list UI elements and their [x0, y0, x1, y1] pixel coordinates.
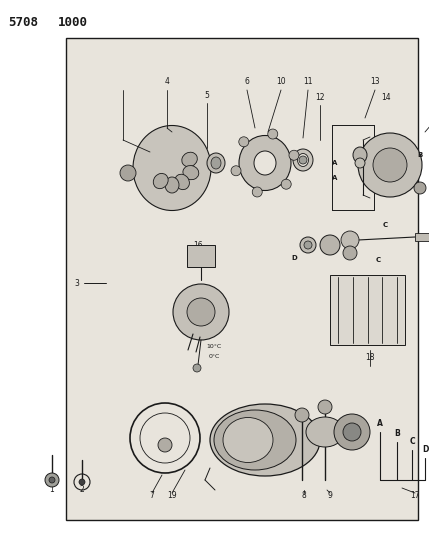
Text: 13: 13: [370, 77, 380, 86]
Text: A: A: [332, 160, 338, 166]
Ellipse shape: [211, 157, 221, 169]
Text: 5: 5: [205, 91, 209, 100]
Ellipse shape: [223, 417, 273, 463]
Ellipse shape: [133, 125, 211, 211]
Ellipse shape: [207, 153, 225, 173]
Circle shape: [341, 231, 359, 249]
Text: 18: 18: [365, 353, 375, 362]
Bar: [187, 245, 215, 267]
Text: 1: 1: [50, 486, 54, 495]
Circle shape: [231, 166, 241, 176]
Text: 9: 9: [328, 490, 332, 499]
Circle shape: [252, 187, 262, 197]
Text: B: B: [394, 430, 400, 439]
Text: 4: 4: [165, 77, 169, 86]
Text: C: C: [409, 438, 415, 447]
Text: 2: 2: [80, 486, 85, 495]
Ellipse shape: [183, 166, 199, 180]
Circle shape: [289, 150, 299, 160]
Text: 10°C: 10°C: [206, 343, 222, 349]
Text: 6: 6: [245, 77, 249, 86]
Text: 3: 3: [75, 279, 79, 287]
Circle shape: [334, 414, 370, 450]
Ellipse shape: [210, 404, 320, 476]
Circle shape: [358, 133, 422, 197]
Circle shape: [187, 298, 215, 326]
Circle shape: [79, 479, 85, 485]
Text: 5708: 5708: [8, 16, 38, 29]
Circle shape: [281, 179, 291, 189]
Text: 19: 19: [167, 490, 177, 499]
Text: D: D: [422, 446, 428, 455]
Circle shape: [239, 137, 249, 147]
Text: C: C: [375, 257, 381, 263]
Ellipse shape: [293, 149, 313, 171]
Circle shape: [343, 423, 361, 441]
Text: 11: 11: [303, 77, 313, 86]
Text: 8: 8: [302, 490, 306, 499]
Text: 10: 10: [276, 77, 286, 86]
Ellipse shape: [175, 174, 190, 190]
Circle shape: [304, 241, 312, 249]
Ellipse shape: [239, 135, 291, 190]
Circle shape: [300, 237, 316, 253]
Bar: [415, 233, 429, 241]
Circle shape: [45, 473, 59, 487]
Ellipse shape: [297, 154, 308, 166]
Text: 14: 14: [381, 93, 391, 102]
Text: C: C: [382, 222, 387, 228]
Circle shape: [295, 408, 309, 422]
Text: 0°C: 0°C: [208, 354, 220, 359]
Text: 16: 16: [193, 241, 203, 251]
Text: B: B: [417, 152, 423, 158]
Circle shape: [173, 284, 229, 340]
Text: A: A: [332, 175, 338, 181]
Circle shape: [268, 129, 278, 139]
Text: 1000: 1000: [58, 16, 88, 29]
Ellipse shape: [165, 177, 179, 193]
Circle shape: [193, 364, 201, 372]
Text: 7: 7: [150, 490, 154, 499]
Circle shape: [343, 246, 357, 260]
Circle shape: [320, 235, 340, 255]
Ellipse shape: [182, 152, 197, 167]
Ellipse shape: [214, 410, 296, 470]
Text: 12: 12: [315, 93, 325, 101]
Bar: [330, 275, 405, 345]
Circle shape: [318, 400, 332, 414]
Ellipse shape: [353, 147, 367, 163]
Ellipse shape: [306, 417, 344, 447]
Circle shape: [49, 477, 55, 483]
Ellipse shape: [254, 151, 276, 175]
Text: D: D: [291, 255, 297, 261]
Bar: [66, 38, 418, 520]
Ellipse shape: [355, 158, 365, 168]
Circle shape: [120, 165, 136, 181]
Circle shape: [299, 156, 307, 164]
Text: 17: 17: [410, 490, 420, 499]
Ellipse shape: [153, 173, 168, 189]
Text: A: A: [377, 419, 383, 429]
Circle shape: [414, 182, 426, 194]
Circle shape: [158, 438, 172, 452]
Circle shape: [373, 148, 407, 182]
